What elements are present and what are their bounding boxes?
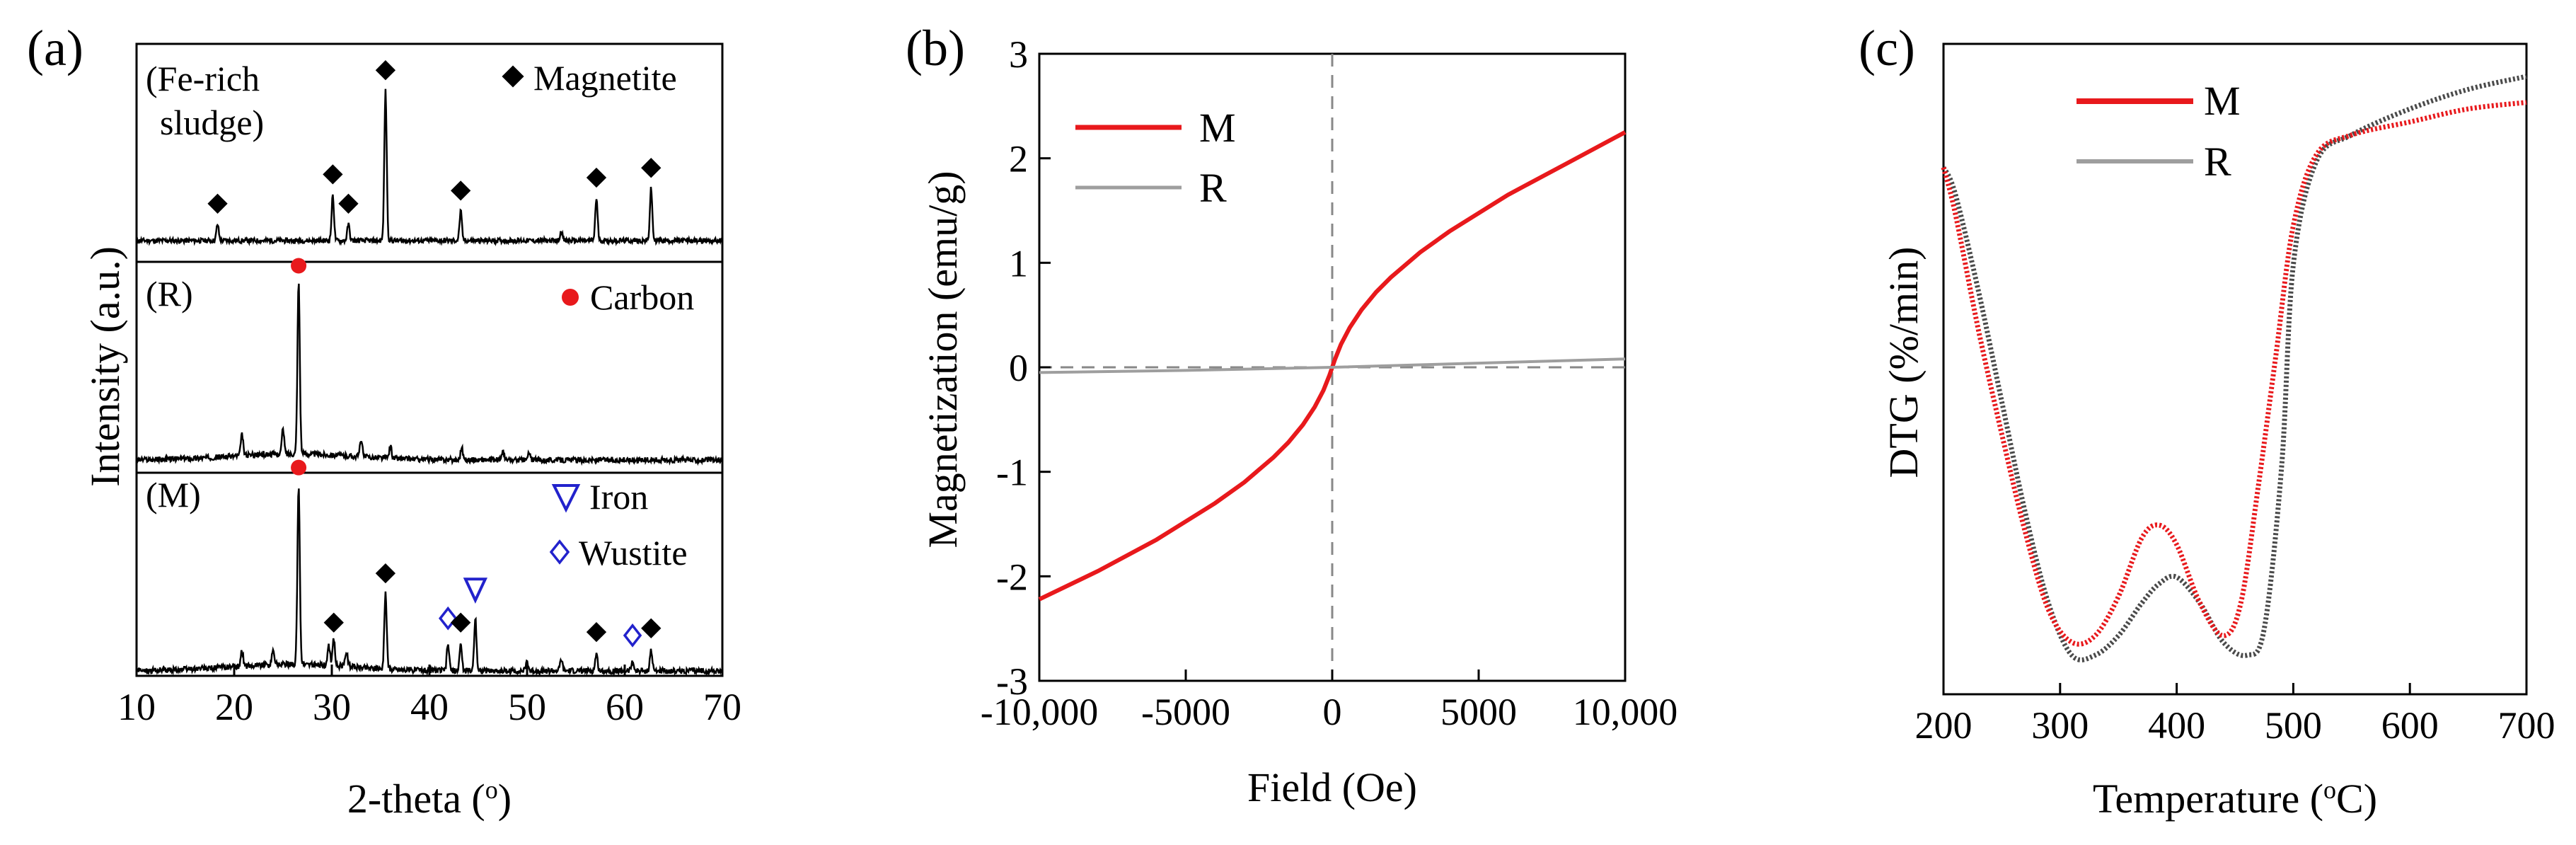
panel-b-legend-m-label: M <box>1199 105 1236 151</box>
panel-c-x-tick-label: 600 <box>2381 704 2439 747</box>
panel-c-legend-r-label: R <box>2204 139 2231 185</box>
panel-b-y-tick-label: -2 <box>996 556 1028 598</box>
iron-peak-marker <box>463 577 488 604</box>
panel-b-y-tick-label: 2 <box>1009 138 1028 180</box>
panel-c-x-tick-label: 500 <box>2265 704 2322 747</box>
panel-b-y-tick-label: 3 <box>1009 33 1028 76</box>
magnetite-peak-marker <box>586 167 607 188</box>
magnetite-peak-marker <box>375 563 396 584</box>
panel-b-label: (b) <box>906 20 965 76</box>
legend-magnetite-icon <box>502 65 524 88</box>
panel-c-x-tick-label: 200 <box>1915 704 1973 747</box>
panel-a-x-tick-label: 20 <box>215 686 253 728</box>
panel-b: (b) Magnetization (emu/g) -10,000 -5000 0 5… <box>906 20 1677 810</box>
panel-c-x-tick-label: 400 <box>2148 704 2205 747</box>
panel-a-phase-markers <box>207 60 662 648</box>
panel-b-y-tick-label: 1 <box>1009 242 1028 284</box>
panel-a-label: (a) <box>27 20 83 76</box>
magnetite-peak-marker <box>323 164 343 185</box>
panel-b-x-tick-label: 10,000 <box>1573 691 1678 733</box>
panel-a-x-tick-labels: 10 20 30 40 50 60 70 <box>117 686 741 728</box>
panel-b-ylabel: Magnetization (emu/g) <box>920 171 966 548</box>
panel-a: (a) Intensity (a.u.) 10 20 30 40 50 60 70 2-th… <box>27 20 741 822</box>
magnetite-peak-marker <box>586 622 607 643</box>
panel-b-tick-labels: -10,000 -5000 0 5000 10,000 -3 -2 -1 0 1 2 3 <box>981 33 1677 733</box>
panel-c-x-ticks <box>1942 683 2528 694</box>
panel-b-y-tick-label: -1 <box>996 452 1028 494</box>
panel-c-frame <box>1942 42 2528 696</box>
subplot-label-m: (M) <box>146 475 201 515</box>
magnetite-peak-marker <box>641 618 662 638</box>
panel-a-x-tick-label: 10 <box>117 686 156 728</box>
legend-wustite-icon <box>549 539 570 565</box>
xrd-trace-fe-rich-sludge <box>135 88 724 247</box>
panel-b-legend-r-label: R <box>1199 165 1227 211</box>
legend-iron-label: Iron <box>589 477 648 517</box>
legend-iron-icon <box>551 484 581 513</box>
legend-carbon-label: Carbon <box>590 277 694 317</box>
panel-b-x-tick-label: 0 <box>1323 691 1342 733</box>
panel-c-xlabel: Temperature (oC) <box>2093 776 2377 822</box>
subplot-label-r: (R) <box>146 274 193 314</box>
wustite-peak-marker <box>438 606 458 631</box>
legend-carbon-icon <box>562 289 579 306</box>
panel-a-xlabel: 2-theta (o) <box>347 776 512 822</box>
xrd-trace-m <box>135 488 724 677</box>
panel-a-x-tick-label: 30 <box>313 686 351 728</box>
legend-wustite-label: Wustite <box>579 533 688 573</box>
panel-c-legend-m-label: M <box>2204 78 2241 124</box>
carbon-peak-marker <box>291 459 307 476</box>
panel-c-series-r <box>1941 74 2527 662</box>
magnetite-peak-marker <box>338 193 359 214</box>
panel-b-ticks <box>1038 52 1627 682</box>
carbon-peak-marker <box>291 258 307 274</box>
magnetite-peak-marker <box>375 60 396 81</box>
wustite-peak-marker <box>623 623 642 648</box>
magnetite-peak-marker <box>323 612 344 633</box>
panel-b-y-tick-label: 0 <box>1009 347 1028 389</box>
panel-a-x-tick-label: 70 <box>703 686 741 728</box>
panel-c-ylabel: DTG (%/min) <box>1881 247 1927 478</box>
subplot-label-fe-rich-line2: sludge) <box>160 103 264 142</box>
panel-c-x-tick-label: 700 <box>2498 704 2555 747</box>
panel-c: (c) DTG (%/min) 200 300 400 500 600 700 Tempe… <box>1859 20 2555 822</box>
panel-a-ylabel: Intensity (a.u.) <box>82 246 128 487</box>
panel-c-label: (c) <box>1859 20 1915 76</box>
xrd-trace-r <box>135 283 723 466</box>
magnetite-peak-marker <box>451 180 471 201</box>
panel-b-x-tick-label: -5000 <box>1141 691 1230 733</box>
magnetite-peak-marker <box>207 193 228 214</box>
panel-b-series-r <box>1039 357 1626 374</box>
panel-a-x-tick-label: 40 <box>410 686 449 728</box>
magnetite-peak-marker <box>641 158 662 178</box>
legend-magnetite-label: Magnetite <box>533 58 677 98</box>
panel-c-x-tick-label: 300 <box>2031 704 2089 747</box>
magnetite-peak-marker <box>451 612 471 633</box>
panel-c-x-tick-labels: 200 300 400 500 600 700 <box>1915 704 2555 747</box>
panel-b-x-tick-label: 5000 <box>1440 691 1517 733</box>
panel-b-xlabel: Field (Oe) <box>1247 764 1417 810</box>
panel-b-x-tick-label: -10,000 <box>981 691 1098 733</box>
subplot-label-fe-rich-line1: (Fe-rich <box>146 59 260 98</box>
panel-a-x-tick-label: 50 <box>508 686 546 728</box>
panel-b-y-tick-label: -3 <box>996 660 1028 703</box>
panel-c-series-m <box>1941 100 2527 647</box>
panel-a-x-tick-label: 60 <box>606 686 644 728</box>
